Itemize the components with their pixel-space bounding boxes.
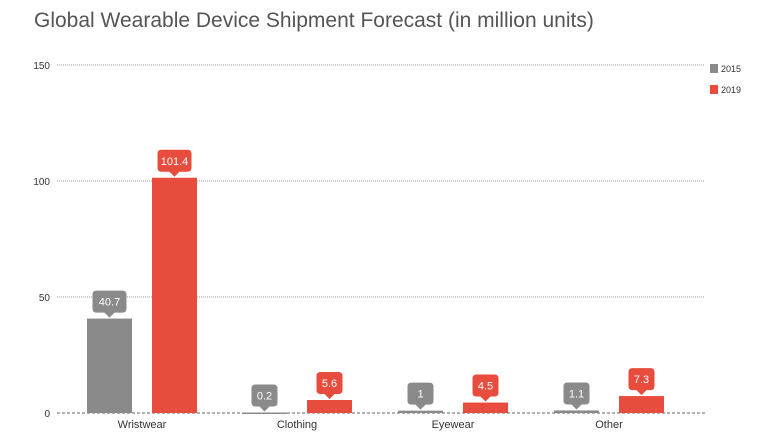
legend-label: 2015: [721, 64, 741, 74]
bar-2019-eyewear: [463, 402, 508, 413]
data-label: 7.3: [634, 374, 649, 386]
data-label-bubble: [251, 384, 278, 412]
data-label-bubble: [407, 382, 434, 410]
legend-swatch-2015: [710, 64, 718, 73]
data-label-bubble: [472, 374, 499, 402]
x-tick-label: Wristwear: [118, 419, 167, 431]
data-label-bubble: [92, 290, 127, 318]
y-tick-label: 150: [33, 61, 50, 72]
data-label: 101.4: [161, 156, 189, 168]
data-label: 1.1: [569, 388, 584, 400]
data-label-bubble: [157, 149, 192, 177]
data-label: 1: [417, 389, 423, 401]
y-tick-label: 100: [33, 177, 50, 188]
data-label-bubble: [316, 372, 343, 400]
bar-2015-clothing: [242, 412, 287, 415]
data-label: 5.6: [322, 378, 337, 390]
bar-2015-other: [554, 410, 599, 413]
legend-swatch-2019: [710, 85, 718, 94]
data-label-bubble: [563, 382, 590, 410]
y-tick-label: 0: [44, 409, 50, 420]
x-tick-label: Other: [595, 419, 623, 431]
x-tick-label: Eyewear: [432, 419, 475, 431]
chart-title: Global Wearable Device Shipment Forecast…: [34, 9, 594, 32]
bar-2015-eyewear: [398, 410, 443, 413]
legend-label: 2019: [721, 85, 741, 95]
bar-2019-clothing: [307, 400, 352, 413]
bar-2019-other: [619, 396, 664, 413]
x-tick-label: Clothing: [277, 419, 317, 431]
data-label: 4.5: [478, 381, 493, 393]
bar-2019-wristwear: [152, 177, 197, 413]
data-label: 0.2: [257, 391, 272, 403]
bar-2015-wristwear: [87, 318, 132, 413]
data-label: 40.7: [99, 297, 120, 309]
y-tick-label: 50: [39, 293, 51, 304]
data-label-bubble: [628, 368, 655, 396]
